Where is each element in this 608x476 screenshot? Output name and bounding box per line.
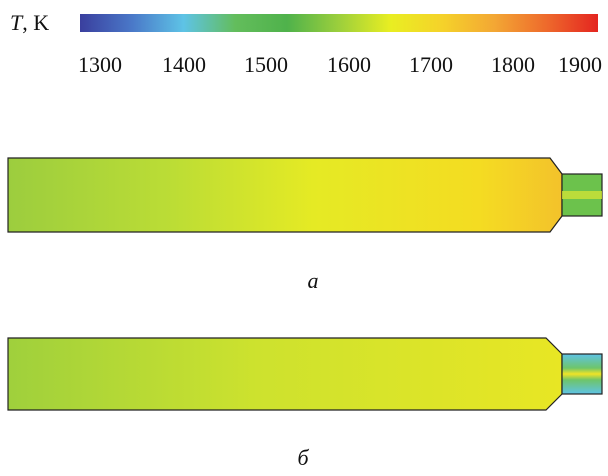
panel-label-a: а bbox=[307, 268, 319, 293]
temperature-field-b bbox=[7, 337, 603, 411]
colorbar-variable: T bbox=[10, 10, 23, 35]
colorbar-unit: , K bbox=[22, 10, 50, 35]
colorbar-tick-1700: 1700 bbox=[409, 52, 453, 77]
core-hot-zone-b bbox=[8, 338, 562, 410]
temperature-field-a bbox=[7, 157, 603, 233]
colorbar-tick-1500: 1500 bbox=[244, 52, 288, 77]
colorbar-tick-1300: 1300 bbox=[78, 52, 122, 77]
colorbar-gradient bbox=[80, 14, 598, 32]
core-hot-zone-a bbox=[8, 158, 562, 232]
colorbar-tick-1600: 1600 bbox=[327, 52, 371, 77]
colorbar-tick-1900: 1900 bbox=[558, 52, 602, 77]
colorbar-tick-1800: 1800 bbox=[491, 52, 535, 77]
nozzle-b bbox=[561, 353, 603, 395]
colorbar-tick-1400: 1400 bbox=[162, 52, 206, 77]
panel-label-b: б bbox=[297, 445, 309, 470]
colorbar bbox=[80, 14, 598, 32]
colorbar-title: T, K bbox=[10, 10, 49, 36]
nozzle-jet-a bbox=[562, 191, 602, 199]
